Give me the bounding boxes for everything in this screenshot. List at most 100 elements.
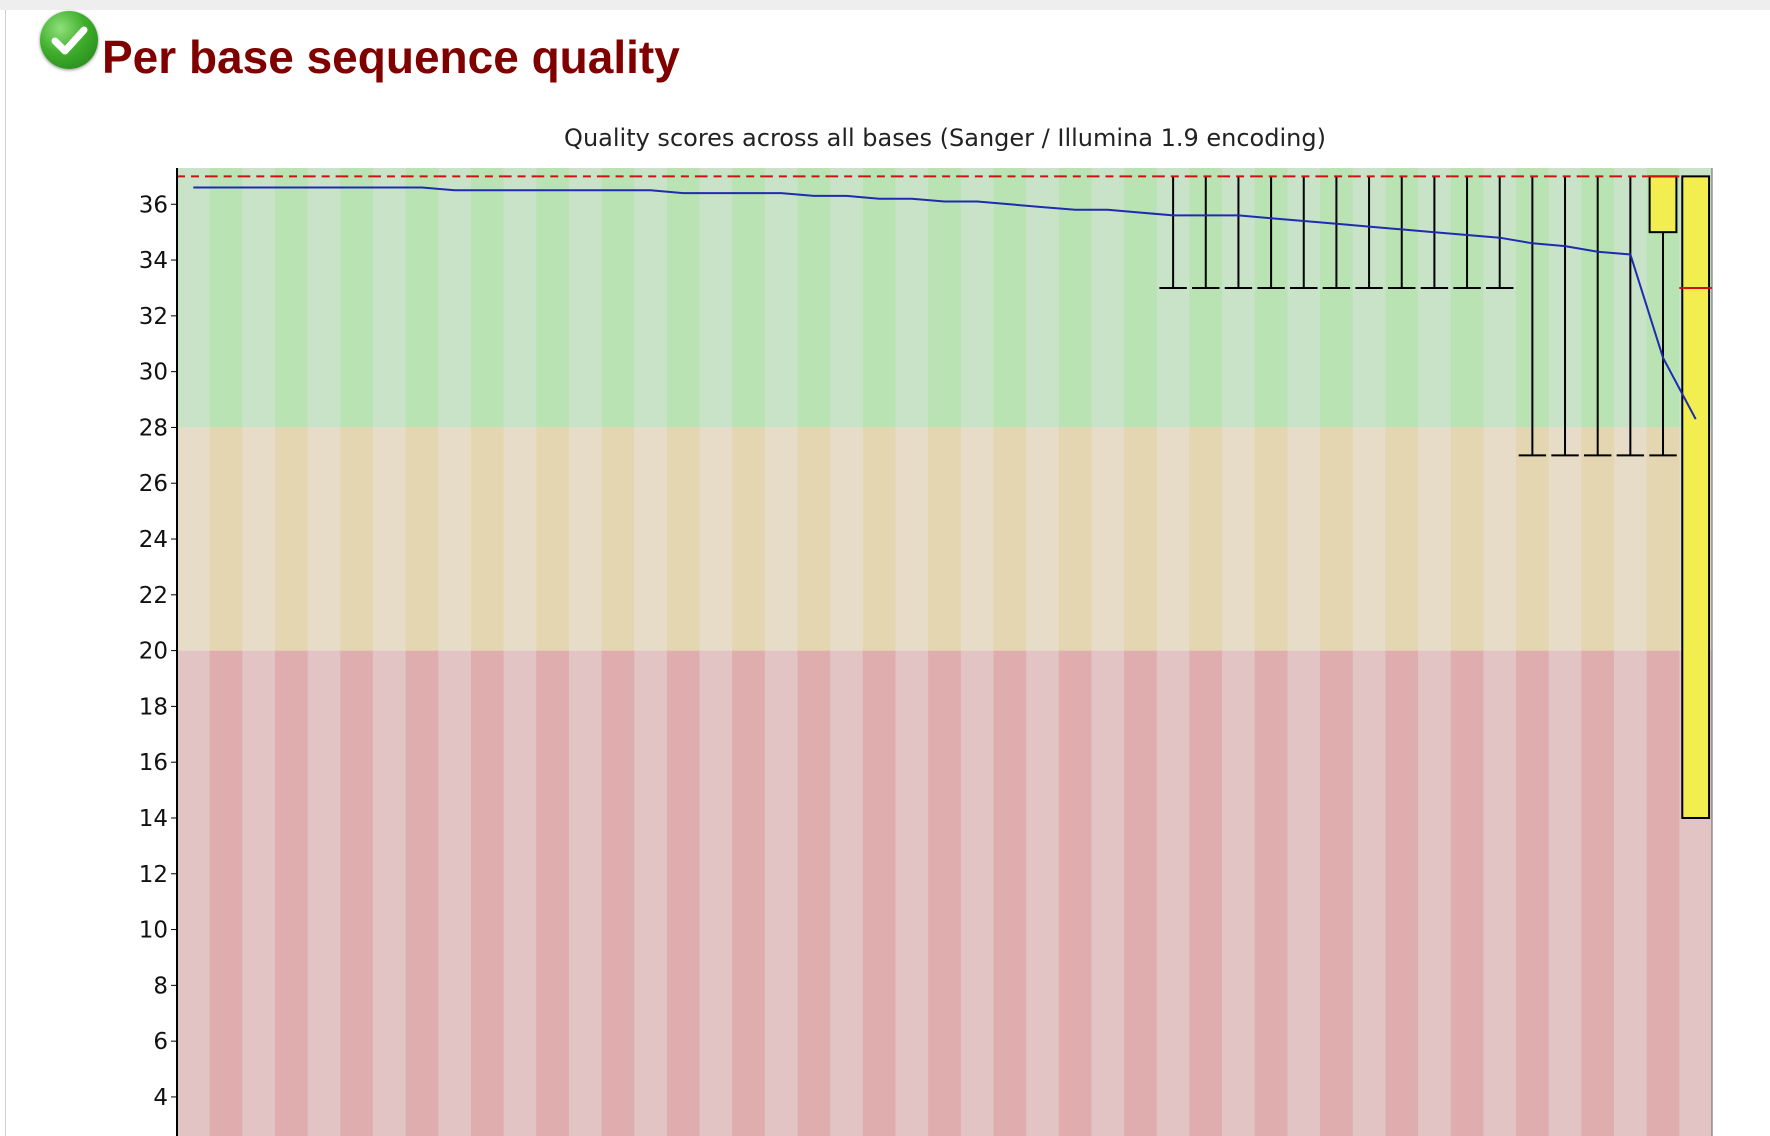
section-header: Per base sequence quality: [40, 11, 680, 84]
zone-2-stripe-36: [1352, 650, 1387, 1136]
zone-2-stripe-40: [1483, 650, 1517, 1136]
y-tick-label-30: 30: [139, 360, 168, 386]
y-tick-label-14: 14: [139, 806, 168, 832]
zone-1-stripe-16: [699, 427, 733, 651]
zone-2-stripe-29: [1124, 650, 1158, 1136]
zone-2-stripe-3: [274, 650, 309, 1136]
zone-2-stripe-19: [797, 650, 831, 1136]
zone-2-stripe-20: [830, 650, 864, 1136]
zone-2-stripe-5: [340, 650, 374, 1136]
zone-2-stripe-31: [1189, 650, 1223, 1136]
mean-line-group: [193, 186, 1697, 420]
zone-1-stripe-32: [1222, 427, 1256, 651]
zone-1-stripe-29: [1124, 427, 1158, 651]
zone-1-stripe-41: [1516, 427, 1550, 651]
zone-2-stripe-6: [372, 650, 407, 1136]
zone-1-stripe-39: [1450, 427, 1484, 651]
zone-1-stripe-0: [177, 427, 211, 651]
zone-2-stripe-9: [470, 650, 505, 1136]
zone-2-stripe-38: [1418, 650, 1452, 1136]
zone-2-stripe-21: [862, 650, 897, 1136]
top-strip: [0, 0, 1770, 10]
zone-2-stripe-24: [960, 650, 995, 1136]
y-tick-label-18: 18: [139, 694, 168, 720]
zone-1-stripe-36: [1352, 427, 1387, 651]
zone-0-stripe-3: [274, 168, 309, 428]
zone-0-stripe-25: [993, 168, 1027, 428]
zone-0-stripe-0: [177, 168, 211, 428]
zone-1-stripe-13: [601, 427, 635, 651]
chart-axes: 4 6 8 10 12 14 16 18 20 22 24 26 28 30 32 34 36: [139, 168, 1713, 1136]
zone-2-stripe-14: [634, 650, 668, 1136]
zone-1-stripe-31: [1189, 427, 1223, 651]
y-tick-label-8: 8: [153, 973, 168, 999]
zone-2-stripe-32: [1222, 650, 1256, 1136]
zone-0-stripe-15: [666, 168, 701, 428]
zone-0-stripe-16: [699, 168, 733, 428]
zone-1-stripe-37: [1385, 427, 1419, 651]
zone-1-stripe-11: [536, 427, 570, 651]
zone-0-stripe-11: [536, 168, 570, 428]
y-tick-label-32: 32: [139, 304, 168, 330]
y-tick-label-34: 34: [139, 248, 168, 274]
zone-0-stripe-1: [209, 168, 243, 428]
zone-2-stripe-16: [699, 650, 733, 1136]
zone-2-stripe-8: [438, 650, 472, 1136]
zone-1-stripe-10: [503, 427, 537, 651]
zone-2-stripe-42: [1548, 650, 1582, 1136]
zone-0-stripe-2: [242, 168, 276, 428]
zone-0-stripe-5: [340, 168, 374, 428]
green-check-icon: [40, 11, 98, 69]
zone-0-stripe-29: [1124, 168, 1158, 428]
zone-1-stripe-34: [1287, 427, 1321, 651]
zone-2-stripe-26: [1026, 650, 1060, 1136]
y-tick-label-22: 22: [139, 583, 168, 609]
zone-2-stripe-18: [764, 650, 799, 1136]
zone-2-stripe-2: [242, 650, 276, 1136]
zone-2-stripe-33: [1254, 650, 1289, 1136]
zone-2-stripe-23: [928, 650, 962, 1136]
y-tick-label-28: 28: [139, 415, 168, 441]
zone-1-stripe-27: [1058, 427, 1093, 651]
y-tick-label-16: 16: [139, 750, 168, 776]
zone-2-stripe-45: [1646, 650, 1680, 1136]
quality-zones: [177, 168, 1713, 1136]
zone-1-stripe-8: [438, 427, 472, 651]
zone-2-stripe-1: [209, 650, 243, 1136]
zone-2-stripe-4: [307, 650, 341, 1136]
zone-1-stripe-5: [340, 427, 374, 651]
section-title: Per base sequence quality: [102, 31, 680, 83]
zone-0-stripe-18: [764, 168, 799, 428]
zone-2-stripe-39: [1450, 650, 1484, 1136]
zone-2-stripe-30: [1156, 650, 1191, 1136]
zone-1-stripe-12: [568, 427, 603, 651]
zone-1-stripe-19: [797, 427, 831, 651]
zone-1-stripe-1: [209, 427, 243, 651]
zone-2-stripe-27: [1058, 650, 1093, 1136]
zone-0-stripe-9: [470, 168, 505, 428]
y-tick-label-36: 36: [139, 192, 168, 218]
left-border: [5, 10, 6, 1136]
zone-0-stripe-14: [634, 168, 668, 428]
boxplots: [177, 175, 1712, 819]
zone-1-stripe-9: [470, 427, 505, 651]
zone-2-stripe-13: [601, 650, 635, 1136]
zone-1-stripe-2: [242, 427, 276, 651]
y-tick-label-20: 20: [139, 639, 168, 665]
zone-0-stripe-13: [601, 168, 635, 428]
zone-1-stripe-40: [1483, 427, 1517, 651]
zone-1-stripe-43: [1581, 427, 1615, 651]
zone-0-stripe-21: [862, 168, 897, 428]
zone-2-stripe-22: [895, 650, 929, 1136]
zone-2-stripe-34: [1287, 650, 1321, 1136]
box-45: [1648, 175, 1678, 234]
zone-1-stripe-4: [307, 427, 341, 651]
zone-1-stripe-33: [1254, 427, 1289, 651]
zone-1-stripe-38: [1418, 427, 1452, 651]
zone-0-stripe-28: [1091, 168, 1125, 428]
zone-2-stripe-37: [1385, 650, 1419, 1136]
zone-1-stripe-24: [960, 427, 995, 651]
zone-0-stripe-4: [307, 168, 341, 428]
zone-1-stripe-14: [634, 427, 668, 651]
